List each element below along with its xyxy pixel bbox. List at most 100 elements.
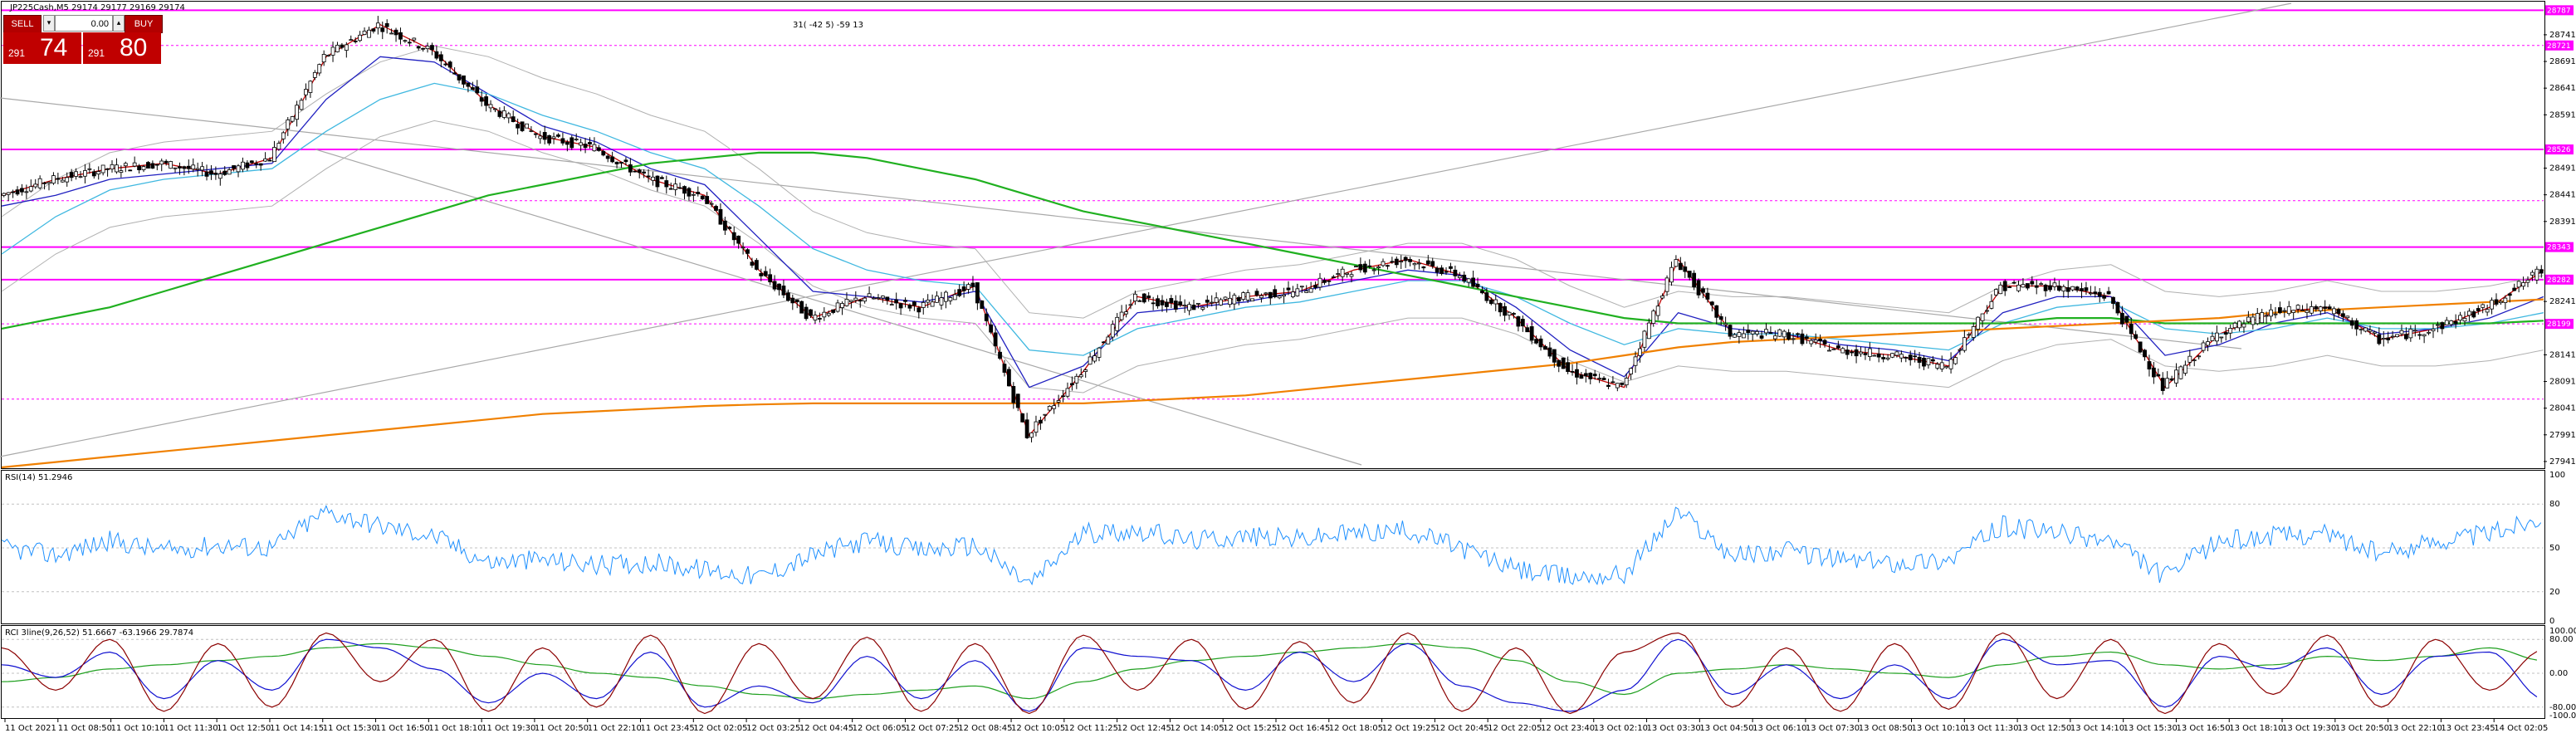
candle-body	[1867, 348, 1872, 357]
candle-body	[33, 183, 38, 188]
candle-body	[295, 105, 300, 120]
candle-body	[961, 286, 966, 291]
candle-body	[2187, 355, 2192, 363]
candle-body	[1926, 358, 1931, 366]
candle-body	[497, 110, 502, 117]
candle-body	[569, 137, 574, 149]
candle-body	[362, 31, 367, 35]
rci-tick-label: -80.00	[2549, 703, 2576, 712]
indicator-readout: 31( -42 5) -59 13	[793, 21, 863, 30]
candle-body	[907, 305, 912, 309]
candle-body	[159, 160, 164, 165]
candle-body	[1403, 257, 1408, 261]
candle-body	[2314, 305, 2319, 310]
candle-body	[2260, 312, 2265, 324]
candle-body	[1575, 369, 1579, 378]
candle-body	[2377, 334, 2382, 345]
candle-body	[1529, 326, 1534, 341]
candle-body	[2056, 286, 2061, 291]
candle-body	[1854, 349, 1859, 357]
candle-body	[1345, 272, 1349, 275]
level-tag: 28721	[2547, 42, 2571, 51]
candle-body	[389, 32, 394, 35]
candle-body	[1759, 335, 1764, 339]
candle-body	[1980, 313, 1985, 321]
candle-body	[664, 180, 669, 188]
candle-body	[1453, 269, 1458, 276]
candle-body	[1728, 325, 1733, 337]
candle-body	[1191, 305, 1196, 310]
buy-button[interactable]: BUY	[125, 15, 163, 33]
buy-price-box[interactable]: 291 80	[83, 32, 161, 64]
candle-body	[1304, 291, 1309, 293]
candle-body	[1493, 299, 1498, 305]
candle-body	[1705, 292, 1710, 300]
candle-body	[1872, 354, 1877, 357]
time-tick-label: 13 Oct 02:10	[1594, 724, 1648, 733]
candle-body	[2481, 304, 2486, 308]
candle-body	[1993, 289, 1998, 296]
candle-body	[1885, 357, 1890, 359]
candle-body	[655, 175, 660, 188]
candle-body	[484, 96, 489, 106]
candle-body	[1119, 311, 1124, 320]
time-tick-label: 12 Oct 12:45	[1117, 724, 1171, 733]
sell-price-box[interactable]: 291 74	[3, 32, 81, 64]
candle-body	[1629, 368, 1634, 374]
rsi-tick-label: 20	[2549, 588, 2560, 597]
time-tick-label: 12 Oct 11:25	[1064, 724, 1118, 733]
candle-body	[1796, 333, 1800, 335]
candle-body	[917, 307, 921, 313]
candle-body	[1039, 419, 1043, 424]
candle-body	[1723, 323, 1728, 325]
candle-body	[966, 284, 970, 290]
candle-body	[1813, 340, 1818, 343]
candle-body	[1056, 400, 1061, 403]
candle-body	[1583, 373, 1588, 377]
candle-body	[1340, 268, 1345, 277]
candle-body	[312, 71, 317, 78]
sell-button[interactable]: SELL	[3, 15, 42, 33]
candle-body	[2237, 320, 2241, 329]
level-tag: 28282	[2547, 276, 2571, 285]
candle-body	[1214, 297, 1219, 303]
candle-body	[2160, 378, 2165, 391]
candle-body	[1845, 349, 1850, 355]
candle-body	[1074, 375, 1079, 384]
candle-body	[1435, 267, 1440, 273]
volume-field[interactable]: 0.00	[55, 15, 113, 32]
candle-body	[1236, 297, 1241, 302]
candle-body	[304, 89, 308, 95]
candle-body	[1678, 262, 1683, 271]
candle-body	[1052, 405, 1057, 409]
volume-up-icon[interactable]: ▴	[113, 15, 125, 32]
candle-body	[1412, 263, 1417, 266]
candle-body	[1417, 262, 1421, 265]
candle-body	[1024, 419, 1029, 438]
rsi-tick-label: 80	[2549, 500, 2560, 509]
candle-body	[1755, 330, 1760, 335]
price-bars	[2, 16, 2544, 442]
candle-body	[939, 297, 944, 305]
candle-body	[421, 47, 426, 50]
candle-body	[2002, 281, 2007, 291]
candle-body	[2503, 297, 2508, 303]
candle-body	[2381, 338, 2386, 340]
candle-body	[137, 165, 141, 171]
candle-body	[178, 166, 182, 169]
candle-body	[2395, 334, 2399, 337]
volume-down-icon[interactable]: ▾	[43, 15, 55, 32]
candle-body	[935, 296, 939, 303]
rsi-line	[1, 504, 2542, 586]
price-tick-label: 28691	[2549, 57, 2576, 66]
candle-body	[885, 296, 890, 301]
price-tick-label: 28391	[2549, 217, 2576, 227]
time-tick-label: 11 Oct 15:30	[323, 724, 377, 733]
candle-body	[511, 116, 516, 122]
candle-body	[2521, 282, 2525, 287]
candle-body	[150, 163, 155, 169]
time-tick-label: 12 Oct 20:45	[1435, 724, 1488, 733]
candle-body	[209, 170, 213, 175]
candle-body	[1264, 292, 1268, 295]
